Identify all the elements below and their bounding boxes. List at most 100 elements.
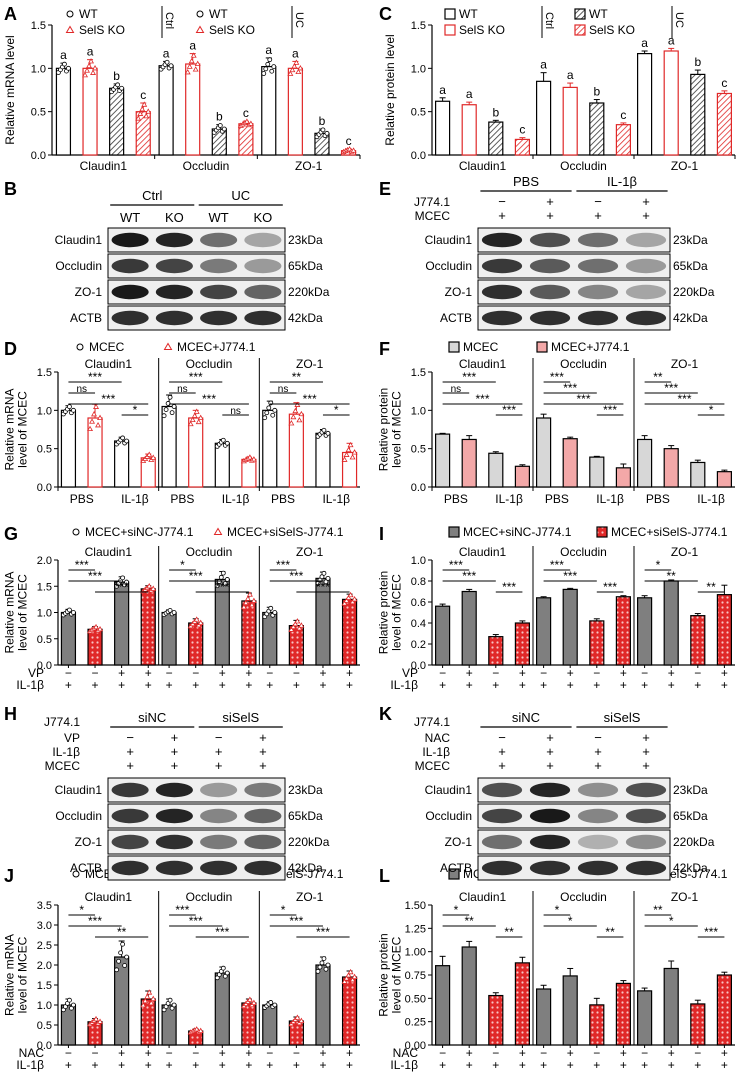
significance-label: *** xyxy=(462,370,476,384)
significance-label: * xyxy=(709,403,714,417)
legend-marker xyxy=(66,10,74,18)
bar xyxy=(615,596,632,666)
data-point xyxy=(164,59,170,65)
legend-label: MCEC xyxy=(463,340,499,354)
data-point xyxy=(93,623,100,630)
blot-condition-sign: + xyxy=(546,194,554,209)
y-tick-label: 0.5 xyxy=(411,444,426,456)
data-point xyxy=(116,958,122,964)
significance-label: ** xyxy=(465,914,475,928)
panel-J: J Relative mRNA level of MCEC 0.0 0.5 1.0 1.5 2… xyxy=(3,866,360,1072)
bar xyxy=(262,611,278,666)
condition-sign: + xyxy=(620,1058,627,1072)
condition-sign: − xyxy=(694,666,701,680)
significance-label: *** xyxy=(189,370,203,384)
blot-band xyxy=(155,834,193,850)
blot-protein-label: ZO-1 xyxy=(445,835,473,849)
y-tick-label: 1.0 xyxy=(37,405,52,417)
significance-letter: b xyxy=(113,69,120,83)
blot-condition-sign: + xyxy=(546,744,554,759)
data-point xyxy=(292,407,299,414)
bar xyxy=(341,976,358,1046)
legend-label: WT xyxy=(459,7,478,21)
significance-letter: b xyxy=(593,85,600,99)
x-category: PBS xyxy=(70,492,94,506)
significance-letter: a xyxy=(567,68,574,82)
data-point xyxy=(321,427,327,433)
data-point xyxy=(222,581,228,587)
data-point xyxy=(347,441,354,448)
blot-condition-sign: + xyxy=(594,744,602,759)
data-point xyxy=(351,449,358,455)
data-point xyxy=(218,574,224,580)
bar xyxy=(461,946,477,1046)
bar xyxy=(87,628,103,666)
condition-sign: + xyxy=(694,1058,701,1072)
bar xyxy=(636,438,653,488)
significance-label: *** xyxy=(75,558,89,572)
panel-letter: D xyxy=(4,339,17,359)
blot-protein-label: ZO-1 xyxy=(445,285,473,299)
y-axis-label: Relative protein level xyxy=(383,34,397,145)
bar xyxy=(690,615,706,666)
data-point xyxy=(349,976,356,983)
blot-condition-sign: + xyxy=(171,744,179,759)
significance-label: ns xyxy=(177,384,188,395)
panel-letter: J xyxy=(4,866,14,886)
condition-sign: + xyxy=(118,678,125,692)
y-axis-label: Relative mRNA xyxy=(3,934,17,1016)
data-point xyxy=(272,1002,278,1008)
bar xyxy=(241,1002,257,1046)
data-point xyxy=(145,108,152,114)
blot-band xyxy=(529,860,571,876)
blot-band xyxy=(244,232,282,248)
panel-A: A Relative mRNA level 0.0 0.5 1.0 1.5 Claudin1… xyxy=(3,4,361,173)
data-point xyxy=(194,60,201,66)
bar xyxy=(461,104,477,156)
data-point xyxy=(150,454,157,460)
legend-label: SelS KO xyxy=(79,23,125,37)
data-point xyxy=(150,585,157,591)
significance-label: *** xyxy=(550,558,564,572)
y-tick-label: 2.0 xyxy=(37,555,52,567)
bar xyxy=(488,121,504,156)
data-point xyxy=(97,1018,104,1024)
x-category: PBS xyxy=(170,492,194,506)
data-point xyxy=(343,451,350,457)
data-point xyxy=(345,594,352,600)
condition-sign: + xyxy=(65,678,72,692)
data-point xyxy=(246,996,253,1002)
condition-sign: + xyxy=(721,678,728,692)
y-tick-label: 0.6 xyxy=(411,597,426,609)
blot-condition-sign: + xyxy=(215,744,223,759)
y-tick-label: 2.0 xyxy=(37,960,52,972)
significance-label: * xyxy=(133,403,138,417)
blot-condition-sign: + xyxy=(546,208,554,223)
blot-band xyxy=(481,258,523,274)
data-point xyxy=(148,999,155,1006)
blot-size-label: 42kDa xyxy=(288,311,323,325)
blot-group-label: siNC xyxy=(512,710,540,725)
blot-protein-label: Occludin xyxy=(55,259,102,273)
condition-sign: + xyxy=(219,678,226,692)
data-point xyxy=(184,69,191,75)
bar xyxy=(261,65,277,156)
legend-label: MCEC+J774.1 xyxy=(551,340,630,354)
blot-band xyxy=(625,860,667,876)
data-point xyxy=(263,66,269,72)
blot-condition-label: MCEC xyxy=(45,759,81,773)
y-tick-label: 1.5 xyxy=(37,367,52,379)
data-point xyxy=(217,123,223,128)
significance-label: *** xyxy=(115,580,129,594)
condition-sign: + xyxy=(92,678,99,692)
significance-label: * xyxy=(281,903,286,917)
data-point xyxy=(247,120,254,126)
bar xyxy=(488,636,504,666)
legend: MCEC MCEC+J774.1 xyxy=(448,340,630,354)
bar xyxy=(663,580,679,666)
blot-band xyxy=(481,860,523,876)
condition-sign: − xyxy=(593,666,600,680)
bar xyxy=(60,409,77,488)
legend-label: SelS KO xyxy=(589,23,635,37)
